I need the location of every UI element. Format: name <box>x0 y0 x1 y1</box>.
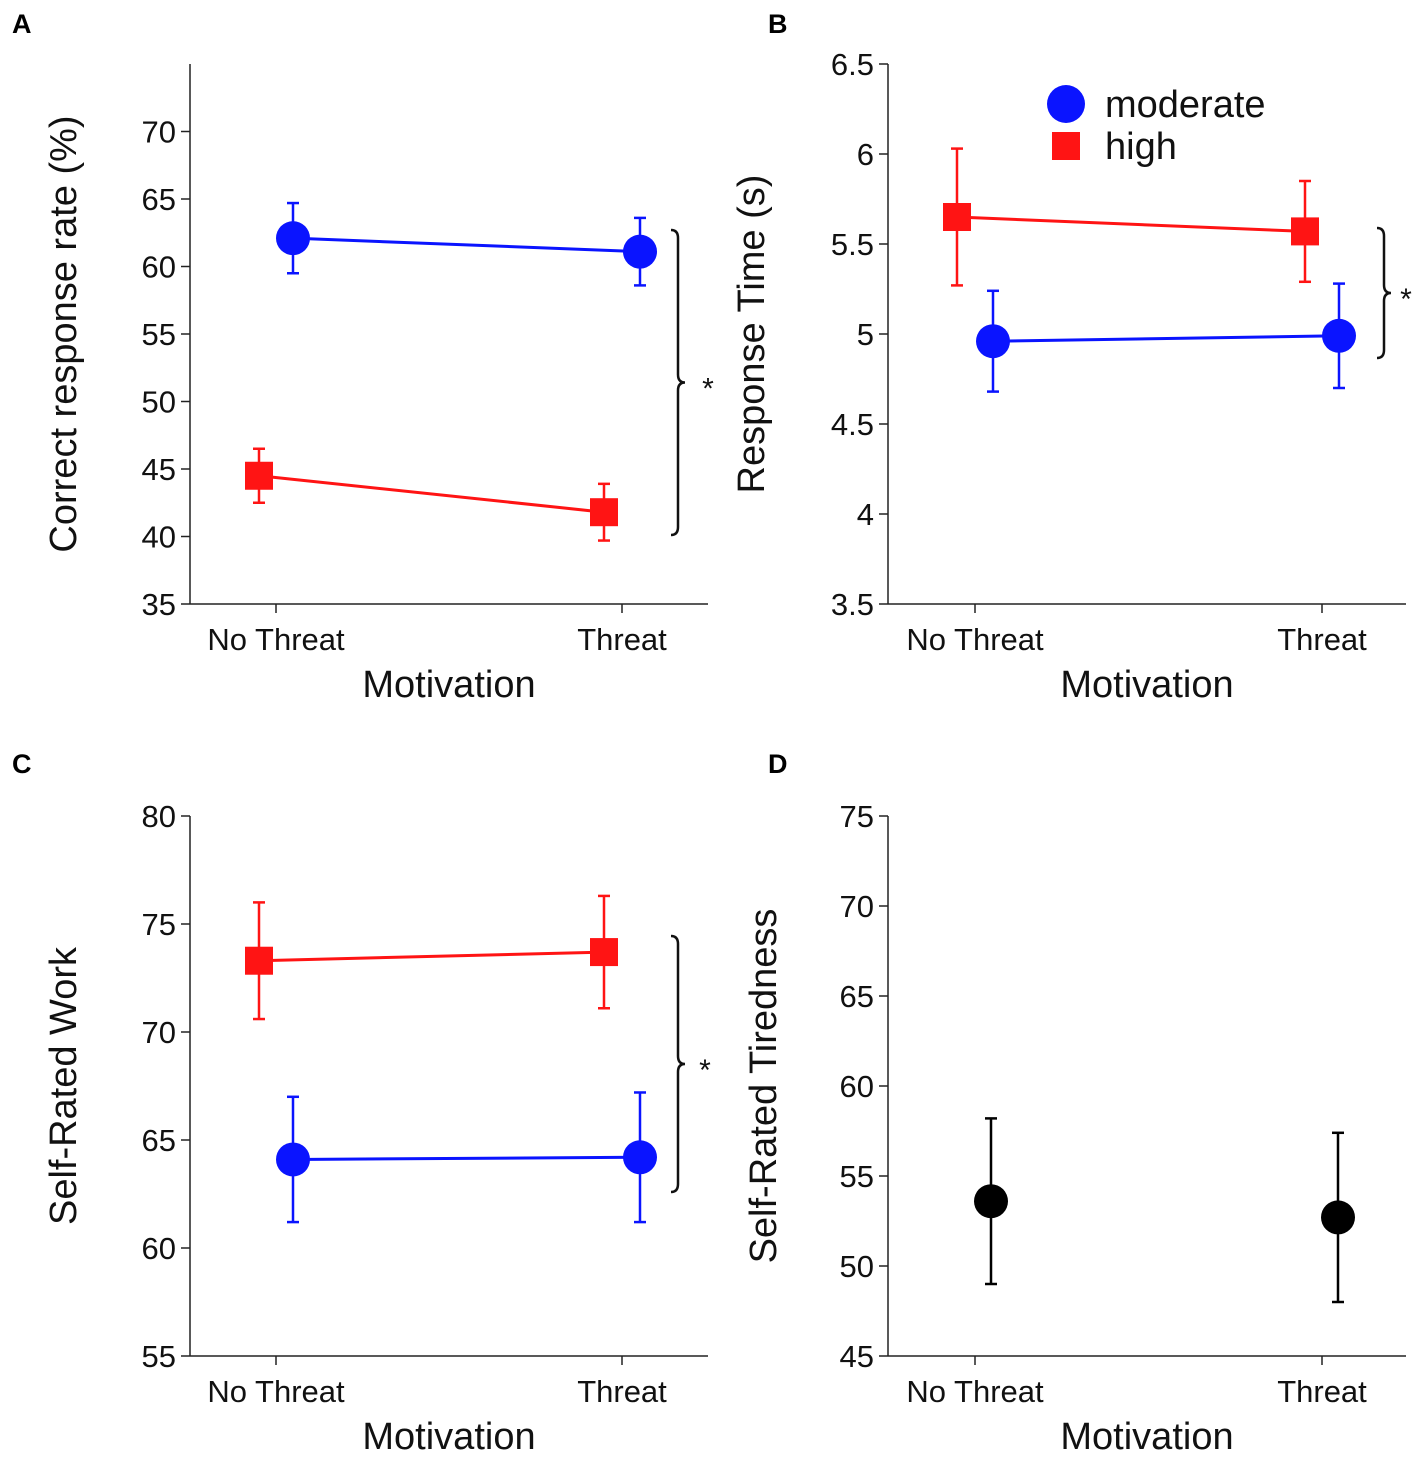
y-tick-label: 55 <box>142 317 176 352</box>
significance-bracket <box>670 228 686 537</box>
panel-b: B 3.5 4 4.5 5 5.5 6 6.5 No Threat Threat Motivatio… <box>731 9 1412 706</box>
y-tick-label: 6 <box>857 137 874 172</box>
data-point <box>276 1142 310 1177</box>
significance-bracket <box>670 934 686 1194</box>
y-tick-label: 4.5 <box>831 407 874 442</box>
series-line <box>956 215 1306 233</box>
y-tick-label: 65 <box>840 979 874 1014</box>
y-tick-label: 70 <box>142 1015 176 1050</box>
y-tick-label: 75 <box>840 799 874 834</box>
y-tick-label: 70 <box>142 115 176 150</box>
series-moderate <box>276 201 657 287</box>
data-point <box>974 1184 1008 1219</box>
x-tick-label: Threat <box>1277 1374 1367 1409</box>
legend-label: moderate <box>1105 84 1266 126</box>
significance-star: * <box>1400 283 1412 316</box>
y-tick-label: 5.5 <box>831 227 874 262</box>
panel-letter: D <box>768 749 788 779</box>
data-point <box>623 234 657 269</box>
x-tick-label: No Threat <box>906 1374 1044 1409</box>
significance-star: * <box>699 1054 711 1087</box>
legend-label: high <box>1105 126 1177 168</box>
y-axis-label: Self-Rated Tiredness <box>743 909 785 1264</box>
x-tick-label: Threat <box>577 1374 667 1409</box>
y-tick-label: 60 <box>840 1069 874 1104</box>
series-line <box>292 236 641 254</box>
y-tick-label: 45 <box>840 1339 874 1374</box>
series-line <box>292 1155 641 1161</box>
data-point <box>1321 1200 1355 1235</box>
y-tick-label: 60 <box>142 250 176 285</box>
y-tick-label: 45 <box>142 452 176 487</box>
x-axis-label: Motivation <box>362 1416 535 1458</box>
series-high <box>245 894 618 1021</box>
series-overall <box>974 1117 1355 1304</box>
y-tick-label: 60 <box>142 1231 176 1266</box>
x-axis-label: Motivation <box>362 664 535 706</box>
series-line <box>258 950 605 963</box>
legend-marker <box>1052 132 1080 160</box>
x-tick-label: Threat <box>1277 622 1367 657</box>
y-tick-label: 3.5 <box>831 587 874 622</box>
data-point <box>590 938 618 967</box>
x-tick-label: No Threat <box>207 622 345 657</box>
data-point <box>245 946 273 975</box>
series-moderate <box>276 1091 657 1224</box>
panel-a: A 35 40 45 50 55 60 65 70 No Threat Threat Motivati… <box>12 9 714 706</box>
series-high <box>245 447 618 542</box>
y-axis-label: Correct response rate (%) <box>43 115 85 552</box>
x-tick-label: No Threat <box>906 622 1044 657</box>
y-tick-label: 80 <box>142 799 176 834</box>
y-tick-label: 5 <box>857 317 874 352</box>
panel-letter: B <box>768 9 788 39</box>
y-tick-label: 75 <box>142 907 176 942</box>
significance-bracket <box>1376 226 1392 360</box>
y-tick-label: 40 <box>142 520 176 555</box>
y-tick-label: 50 <box>840 1249 874 1284</box>
y-tick-label: 35 <box>142 587 176 622</box>
series-line <box>258 474 605 514</box>
y-tick-label: 6.5 <box>831 47 874 82</box>
y-tick-label: 70 <box>840 889 874 924</box>
series-moderate <box>976 282 1356 393</box>
panel-c: C 55 60 65 70 75 80 No Threat Threat Motivation Se… <box>12 749 711 1458</box>
y-tick-label: 4 <box>857 497 874 532</box>
panel-letter: A <box>12 9 32 39</box>
data-point <box>943 203 971 231</box>
data-point <box>976 324 1010 359</box>
data-point <box>1291 217 1319 246</box>
x-tick-label: Threat <box>577 622 667 657</box>
data-point <box>276 221 310 256</box>
significance-star: * <box>702 373 714 406</box>
panel-d: D 45 50 55 60 65 70 75 No Threat Threat Motivation… <box>743 749 1406 1458</box>
panel-letter: C <box>12 749 32 779</box>
series-high <box>943 147 1319 287</box>
y-tick-label: 65 <box>142 1123 176 1158</box>
data-point <box>245 461 273 490</box>
y-axis-label: Self-Rated Work <box>43 946 85 1225</box>
data-point <box>1322 318 1356 353</box>
x-tick-label: No Threat <box>207 1374 345 1409</box>
y-axis-label: Response Time (s) <box>731 175 773 494</box>
data-point <box>590 498 618 527</box>
y-tick-label: 50 <box>142 385 176 420</box>
y-tick-label: 65 <box>142 182 176 217</box>
x-axis-label: Motivation <box>1060 664 1233 706</box>
y-tick-label: 55 <box>840 1159 874 1194</box>
y-tick-label: 55 <box>142 1339 176 1374</box>
x-axis-label: Motivation <box>1060 1416 1233 1458</box>
series-line <box>992 334 1340 343</box>
legend-marker <box>1047 85 1085 123</box>
data-point <box>623 1140 657 1175</box>
